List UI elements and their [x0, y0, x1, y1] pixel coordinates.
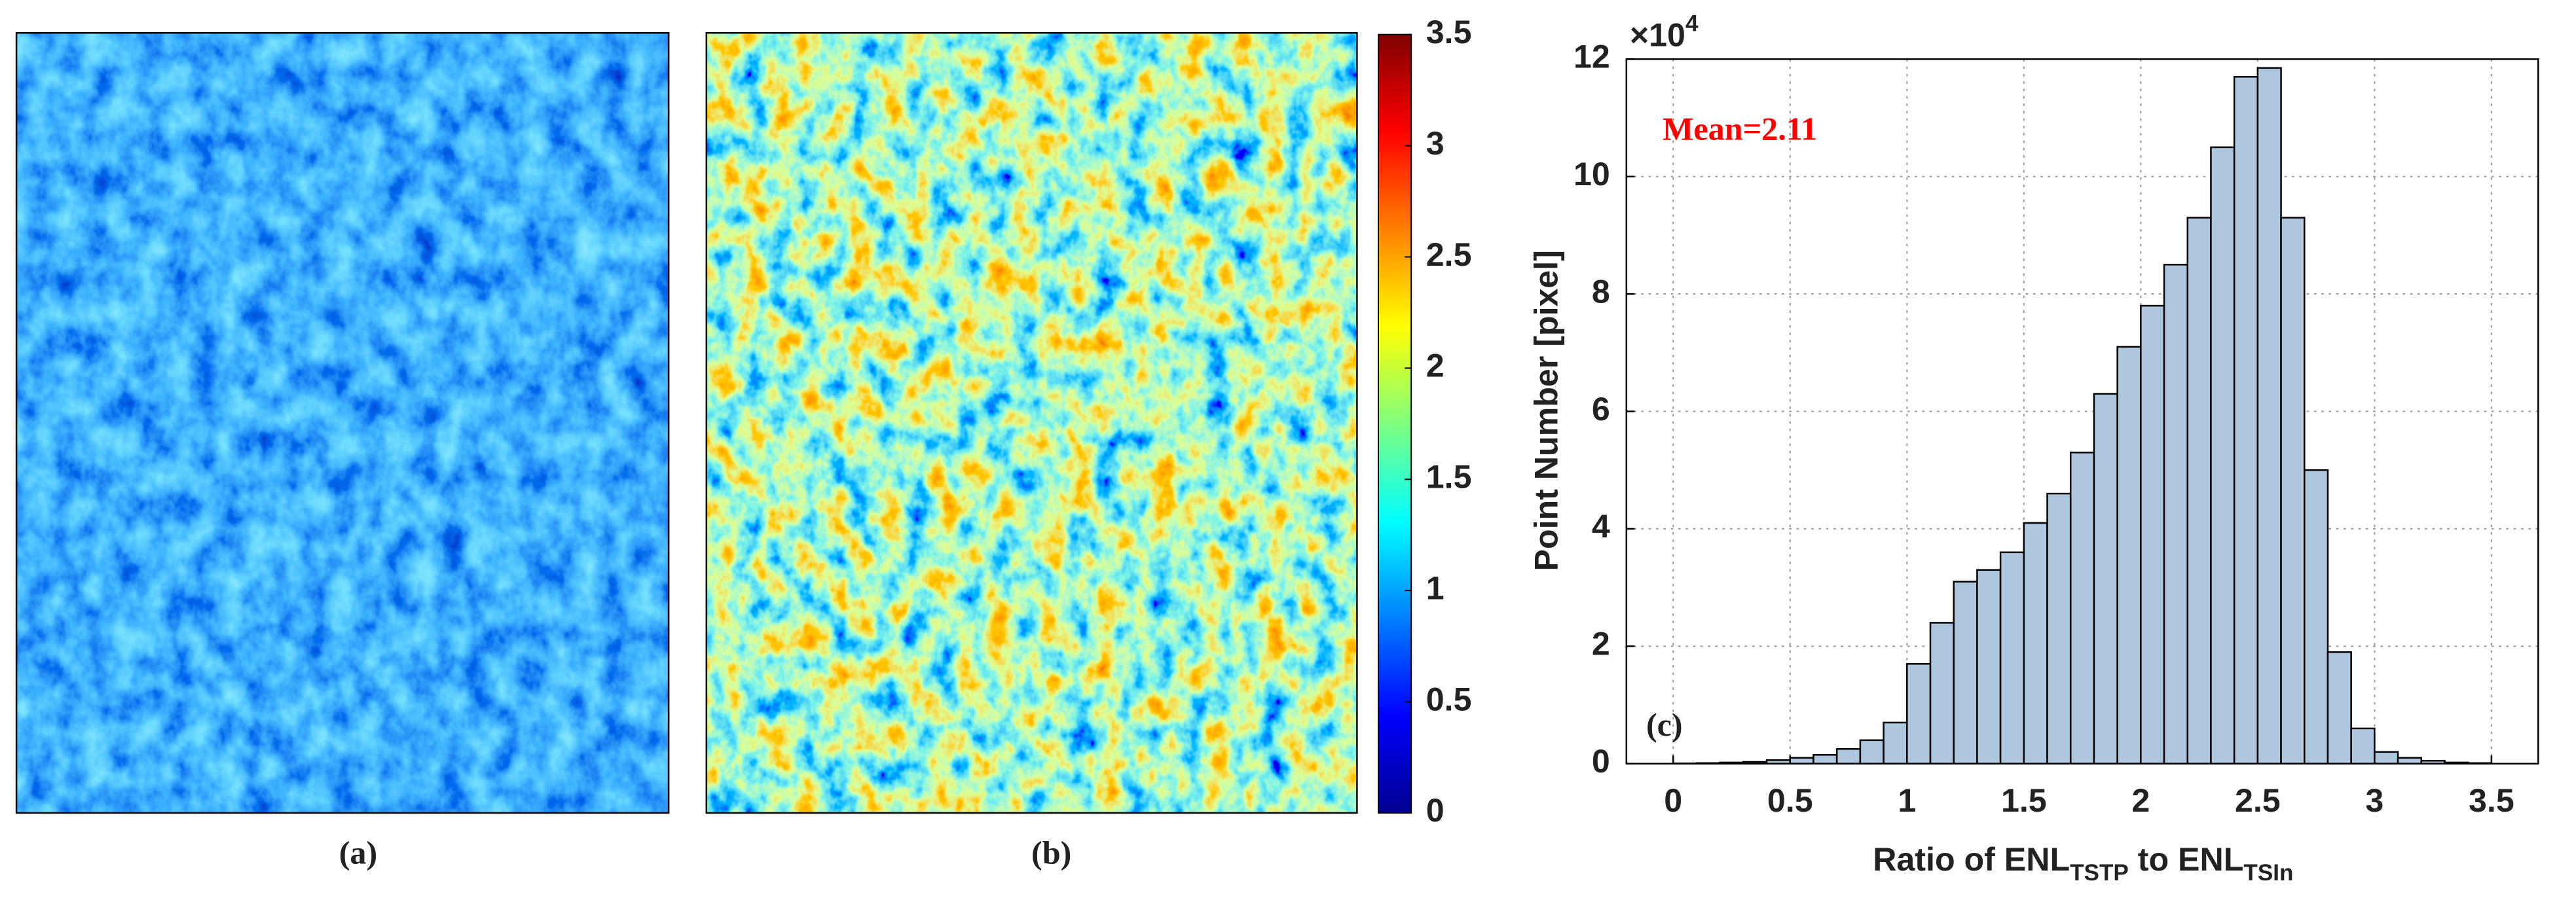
- y-exponent: ×104: [1630, 11, 1699, 54]
- bar: [2280, 217, 2306, 765]
- bar: [2163, 264, 2188, 765]
- x-label-sub: TSIn: [2243, 860, 2293, 886]
- x-axis-label: Ratio of ENLTSTP to ENLTSIn: [1873, 841, 2293, 886]
- exponent-power: 4: [1685, 11, 1699, 37]
- y-tick-label: 6: [1592, 391, 1610, 427]
- y-axis-label: Point Number [pixel]: [1528, 250, 1564, 571]
- bar: [1906, 662, 1932, 765]
- image-panel-a: [15, 31, 670, 814]
- colorbar-tick-label: 2: [1426, 348, 1444, 384]
- x-tick-label: 0: [1664, 782, 1682, 819]
- x-tick-label: 3.5: [2469, 782, 2514, 819]
- panel-frame: [705, 31, 1358, 814]
- exponent-base: ×10: [1630, 16, 1685, 53]
- x-tick-label: 2: [2131, 782, 2150, 819]
- panel-label: (c): [1646, 706, 1683, 743]
- bar: [1953, 581, 1978, 765]
- panel-frame: [15, 31, 670, 814]
- bar: [2327, 651, 2352, 765]
- bar: [1883, 721, 1908, 765]
- bar: [2374, 751, 2399, 765]
- colorbar-tick-label: 3.5: [1426, 14, 1472, 50]
- bar: [2116, 346, 2142, 765]
- colorbar-tick-label: 3: [1426, 125, 1444, 162]
- image-panel-b: [706, 33, 1357, 813]
- bar: [2069, 452, 2095, 765]
- annotation: Mean=2.11: [1663, 110, 1817, 147]
- colorbar-tick-label: 0.5: [1426, 681, 1472, 717]
- bar: [1789, 757, 1814, 765]
- bar: [1999, 551, 2025, 765]
- y-tick-label: 12: [1573, 39, 1610, 75]
- panel-label: (b): [1031, 835, 1071, 871]
- y-tick-label: 0: [1592, 743, 1610, 780]
- bar: [2186, 217, 2212, 765]
- bar: [1929, 622, 1955, 765]
- bar: [2046, 492, 2072, 765]
- bar: [2397, 757, 2423, 765]
- y-tick-label: 10: [1573, 156, 1610, 192]
- x-tick-label: 1: [1898, 782, 1916, 819]
- bar: [2210, 146, 2236, 765]
- bar: [2350, 727, 2376, 765]
- bar: [1835, 748, 1862, 765]
- y-tick-label: 4: [1592, 508, 1610, 545]
- bar: [1859, 739, 1885, 765]
- axes-frame: [1625, 58, 2539, 765]
- colorbar-tick-label: 1: [1426, 569, 1444, 606]
- bar: [2023, 522, 2048, 765]
- x-tick-label: 1.5: [2001, 782, 2047, 819]
- bar: [2233, 76, 2259, 765]
- y-tick-label: 8: [1592, 273, 1610, 310]
- colorbar: [1377, 33, 1412, 814]
- bar: [2304, 469, 2329, 765]
- bar: [2093, 393, 2118, 765]
- colorbar-tick-label: 1.5: [1426, 459, 1472, 495]
- y-tick-label: 2: [1592, 626, 1610, 662]
- bar: [2256, 67, 2282, 765]
- colorbar-tick-label: 0: [1426, 792, 1444, 829]
- x-tick-label: 3: [2365, 782, 2383, 819]
- x-label-sub: TSTP: [2070, 860, 2129, 886]
- x-tick-label: 2.5: [2235, 782, 2281, 819]
- panel-label: (a): [339, 835, 377, 871]
- colorbar-tick-label: 2.5: [1426, 236, 1472, 273]
- bar: [1812, 753, 1838, 765]
- bar: [1976, 569, 2002, 765]
- x-label-part: to ENL: [2129, 841, 2244, 878]
- bar: [2140, 304, 2165, 765]
- x-label-part: Ratio of ENL: [1873, 841, 2070, 878]
- x-tick-label: 0.5: [1767, 782, 1813, 819]
